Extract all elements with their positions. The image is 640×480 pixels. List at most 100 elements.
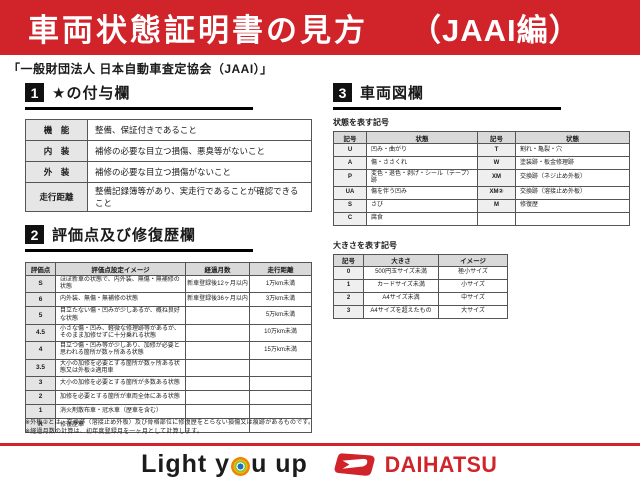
- column-header: 評価点: [25, 262, 56, 276]
- section2-heading: 2 評価点及び修復歴欄: [25, 224, 253, 252]
- right-column: 3 車両図欄 状態を表す記号 記号 状態 記号 状態 U 凹み・曲がり T 割れ…: [333, 82, 630, 319]
- daihatsu-logo: DAIHATSU: [334, 451, 499, 478]
- mileage-cell: [249, 417, 312, 433]
- image-cell: 中サイズ: [438, 291, 508, 306]
- table-header-row: 記号 状態 記号 状態: [333, 131, 630, 144]
- criteria-text: 補修の必要な目立つ損傷、悪臭等がないこと: [87, 140, 312, 162]
- description-cell: 目立たない傷・凹みが少しあるが、概ね良好な状態: [55, 306, 186, 325]
- score-cell: 3.5: [25, 358, 56, 377]
- mileage-cell: [249, 358, 312, 377]
- condition-cell: 傷・ささくれ: [366, 156, 478, 170]
- description-cell: 大小の加修を必要とする箇所が多数ある状態: [55, 375, 186, 391]
- mileage-cell: [249, 403, 312, 419]
- table-row: U 凹み・曲がり T 割れ・亀裂・穴: [333, 143, 630, 157]
- footnote-line: ※経過月数の計算は、初年度登録月を一ヶ月として計算します。: [25, 429, 204, 435]
- table-row: 機 能 整備、保証付きであること: [25, 119, 312, 141]
- column-header: 経過月数: [185, 262, 250, 276]
- description-cell: 内外装、無傷・無補修の状態: [55, 292, 186, 308]
- footer: Light y u up DAIHATSU: [0, 449, 640, 480]
- section3-title: 車両図欄: [360, 85, 425, 102]
- size-cell: A4サイズを超えたもの: [363, 304, 439, 319]
- section1-number-badge: 1: [25, 83, 44, 102]
- score-cell: 6: [25, 292, 56, 308]
- size-symbols-table: 記号 大きさ イメージ 0 500円玉サイズ未満 極小サイズ 1 カードサイズ未…: [333, 253, 508, 319]
- table-row: 0 500円玉サイズ未満 極小サイズ: [333, 265, 508, 280]
- symbol-cell: M: [477, 198, 516, 213]
- condition-cell: 腐食: [366, 211, 478, 226]
- symbol-cell: P: [333, 169, 367, 187]
- table-row: 内 装 補修の必要な目立つ損傷、悪臭等がないこと: [25, 140, 312, 162]
- table-row: 4.5 小さな傷・凹み、軽微な修理跡等があるが、そのまま加修せずに十分乗れる状態…: [25, 323, 312, 343]
- score-cell: 2: [25, 389, 56, 405]
- table-row: S ほぼ新車の状態で、内外装、無傷・無補修の状態 新車登録後12ヶ月以内 1万k…: [25, 274, 312, 294]
- footnotes: ※外板②とは、交換跡（溶接止め外板）及び骨格部位に修復歴をとらない損傷又は痕跡が…: [25, 419, 314, 437]
- mileage-cell: 10万km未満: [249, 323, 312, 343]
- criteria-text: 補修の必要な目立つ損傷がないこと: [87, 161, 312, 183]
- table-row: 3.5 大小の加修を必要とする箇所が数ヶ所ある状態又は外板②適用車: [25, 358, 312, 377]
- symbol-cell: 1: [333, 278, 364, 293]
- criteria-label: 機 能: [25, 119, 88, 141]
- slogan-text-right: u up: [251, 450, 308, 478]
- criteria-label: 外 装: [25, 161, 88, 183]
- section3-number-badge: 3: [333, 83, 352, 102]
- description-cell: 加修を必要とする箇所が車両全体にある状態: [55, 389, 186, 405]
- condition-cell: 傷を伴う凹み: [366, 185, 478, 200]
- column-header: イメージ: [438, 253, 508, 267]
- table-header-row: 評価点 評価点設定イメージ 経過月数 走行距離: [25, 262, 312, 276]
- symbol-cell: C: [333, 211, 367, 226]
- table-row: UA 傷を伴う凹み XM② 交換跡（溶接止め外板）: [333, 185, 630, 200]
- star-criteria-table: 機 能 整備、保証付きであること 内 装 補修の必要な目立つ損傷、悪臭等がないこ…: [25, 119, 312, 212]
- score-cell: 4.5: [25, 323, 56, 343]
- column-header: 評価点設定イメージ: [55, 262, 186, 276]
- description-cell: ほぼ新車の状態で、内外装、無傷・無補修の状態: [55, 274, 186, 294]
- months-cell: [185, 358, 250, 377]
- mileage-cell: 1万km未満: [249, 274, 312, 294]
- condition-cell: 交換跡（ネジ止め外板）: [515, 169, 630, 187]
- condition-symbols-label: 状態を表す記号: [333, 118, 389, 127]
- symbol-cell: XM②: [477, 185, 516, 200]
- section1-title: ★の付与欄: [52, 85, 131, 102]
- table-row: 1 カードサイズ未満 小サイズ: [333, 278, 508, 293]
- evaluation-points-table: 評価点 評価点設定イメージ 経過月数 走行距離 S ほぼ新車の状態で、内外装、無…: [25, 262, 312, 433]
- score-cell: 3: [25, 375, 56, 391]
- symbol-cell: 3: [333, 304, 364, 319]
- section1-heading: 1 ★の付与欄: [25, 82, 253, 110]
- criteria-label: 走行距離: [25, 182, 88, 212]
- daihatsu-wordmark: DAIHATSU: [384, 451, 498, 477]
- image-cell: 小サイズ: [438, 278, 508, 293]
- light-you-up-logo: Light y u up: [141, 450, 308, 479]
- score-cell: R: [25, 417, 56, 433]
- table-row: R 修復歴車: [25, 417, 312, 433]
- score-cell: 5: [25, 306, 56, 325]
- description-cell: 小さな傷・凹み、軽微な修理跡等があるが、そのまま加修せずに十分乗れる状態: [55, 323, 186, 343]
- months-cell: [185, 323, 250, 343]
- table-row: 1 消火剤散布車・冠水車（歴車を含む）: [25, 403, 312, 419]
- column-header: 状態: [515, 131, 630, 144]
- column-header: 記号: [477, 131, 516, 144]
- left-column: 1 ★の付与欄 機 能 整備、保証付きであること 内 装 補修の必要な目立つ損傷…: [25, 82, 312, 433]
- footer-divider: [0, 443, 640, 446]
- condition-cell: 割れ・亀裂・穴: [515, 143, 630, 157]
- table-row: C 腐食: [333, 211, 630, 226]
- size-cell: 500円玉サイズ未満: [363, 265, 439, 280]
- table-row: 6 内外装、無傷・無補修の状態 新車登録後36ヶ月以内 3万km未満: [25, 292, 312, 308]
- mileage-cell: 15万km未満: [249, 341, 312, 360]
- months-cell: [185, 341, 250, 360]
- image-cell: 大サイズ: [438, 304, 508, 319]
- size-symbols-label: 大きさを表す記号: [333, 240, 397, 250]
- score-cell: S: [25, 274, 56, 294]
- symbol-cell: A: [333, 156, 367, 170]
- symbol-cell: U: [333, 143, 367, 157]
- months-cell: [185, 375, 250, 391]
- mileage-cell: 3万km未満: [249, 292, 312, 308]
- criteria-text: 整備、保証付きであること: [87, 119, 312, 141]
- condition-cell: 修復歴: [515, 198, 630, 213]
- table-row: 2 A4サイズ未満 中サイズ: [333, 291, 508, 306]
- description-cell: 大小の加修を必要とする箇所が数ヶ所ある状態又は外板②適用車: [55, 358, 186, 377]
- page-title: 車両状態証明書の見方: [28, 13, 368, 48]
- table-row: 5 目立たない傷・凹みが少しあるが、概ね良好な状態 5万km未満: [25, 306, 312, 325]
- condition-cell: 凹み・曲がり: [366, 143, 478, 157]
- slogan-text-left: Light y: [141, 450, 231, 478]
- symbol-cell: S: [333, 198, 367, 213]
- description-cell: 消火剤散布車・冠水車（歴車を含む）: [55, 403, 186, 419]
